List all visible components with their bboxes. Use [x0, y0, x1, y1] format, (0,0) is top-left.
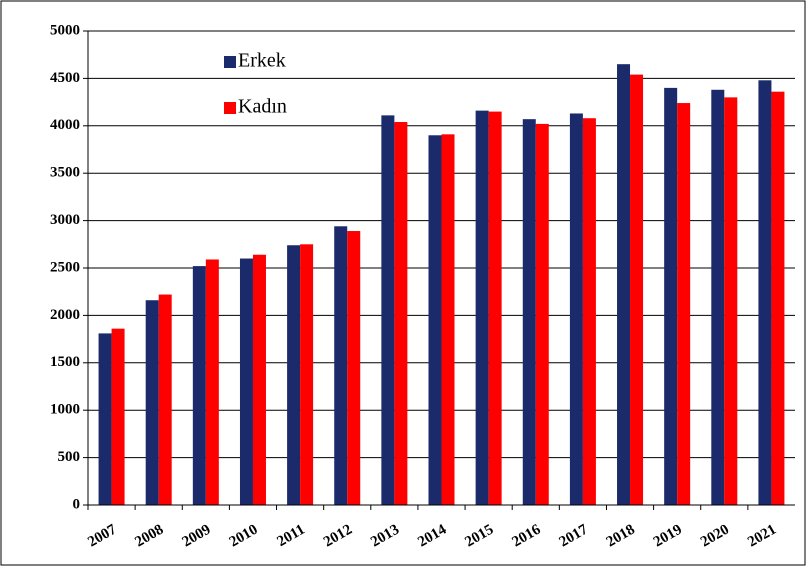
y-tick-label: 4500	[50, 70, 80, 86]
y-tick-label: 4000	[50, 117, 80, 133]
y-tick-label: 2500	[50, 259, 80, 275]
bar	[758, 80, 772, 506]
y-tick-label: 1500	[50, 354, 80, 370]
bar	[252, 254, 266, 505]
y-tick-label: 3500	[50, 165, 80, 181]
bar	[287, 245, 301, 506]
y-tick-label: 500	[58, 449, 81, 465]
bar	[394, 122, 408, 506]
bar	[300, 244, 314, 506]
bar	[664, 87, 678, 505]
bar	[582, 118, 596, 505]
bar	[630, 74, 644, 505]
bar	[205, 259, 219, 505]
y-tick-label: 0	[73, 496, 81, 512]
bar	[145, 300, 159, 505]
bar	[428, 135, 442, 505]
legend-label: Kadın	[238, 96, 287, 118]
bar	[192, 266, 206, 505]
bar	[569, 113, 583, 505]
bar	[239, 258, 253, 505]
bar	[677, 103, 691, 505]
bar	[711, 89, 725, 505]
y-tick-label: 1000	[50, 402, 80, 418]
bar	[617, 64, 631, 506]
y-tick-label: 5000	[50, 22, 80, 38]
bar	[475, 110, 489, 505]
legend-swatch	[224, 56, 236, 68]
y-tick-label: 2000	[50, 307, 80, 323]
bar	[488, 111, 502, 505]
bar	[334, 226, 348, 505]
bar	[158, 294, 172, 505]
bar	[347, 231, 361, 505]
legend-swatch	[224, 102, 236, 114]
bar	[771, 91, 785, 505]
bar	[111, 328, 125, 505]
bar	[724, 97, 738, 506]
bar	[98, 333, 112, 505]
legend-label: Erkek	[238, 50, 286, 72]
bar	[535, 123, 549, 506]
bar	[441, 134, 455, 505]
bar	[522, 119, 536, 505]
y-tick-label: 3000	[50, 212, 80, 228]
bar	[381, 115, 395, 505]
